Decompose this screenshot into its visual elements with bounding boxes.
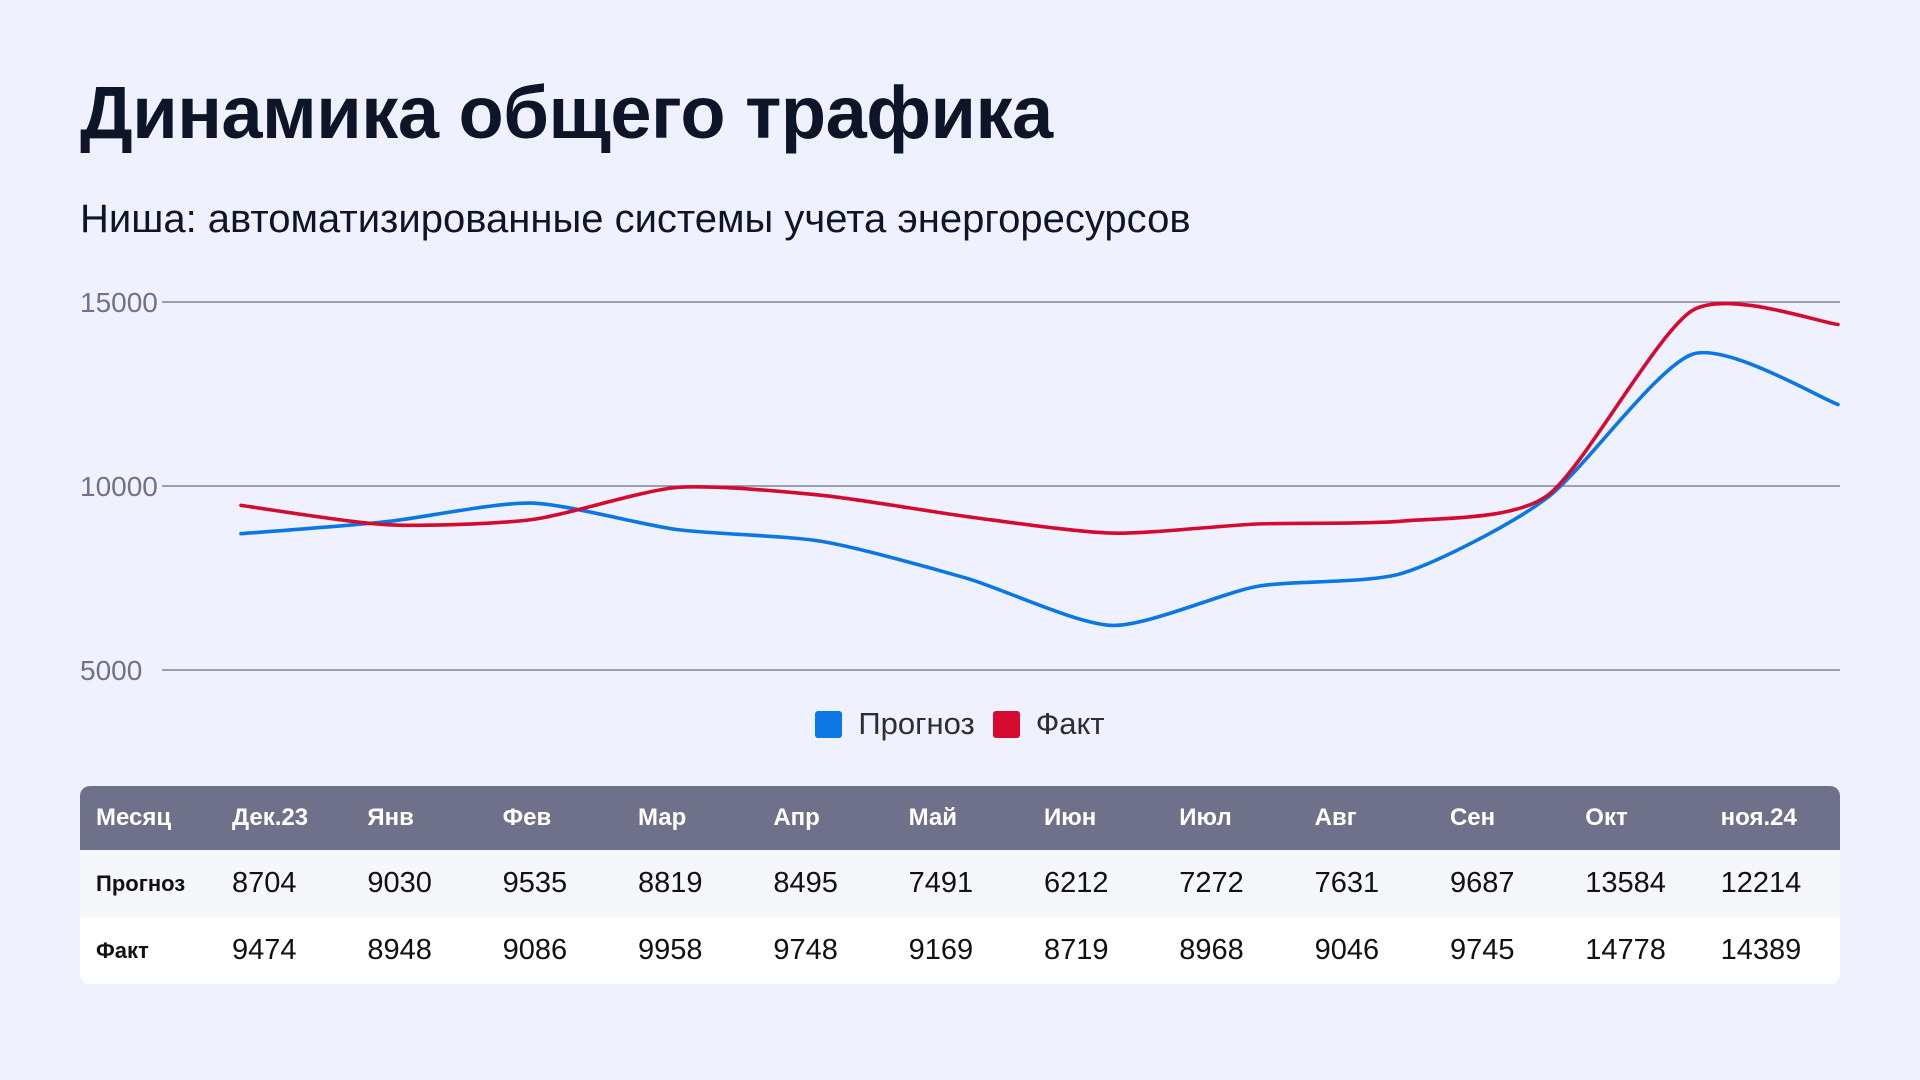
traffic-line-chart: 15000 10000 5000 xyxy=(80,287,1840,686)
legend-swatch-fact xyxy=(992,710,1020,738)
fact-point xyxy=(384,523,388,527)
table-header-cell: Май xyxy=(908,804,958,831)
table-cell: 9687 xyxy=(1449,867,1515,899)
table-header-cell: Сен xyxy=(1449,804,1496,831)
fact-point xyxy=(965,515,969,519)
fact-point xyxy=(1255,522,1259,526)
table-cell: 8948 xyxy=(367,934,432,966)
fact-point xyxy=(1401,519,1405,523)
table-cell: 6212 xyxy=(1043,867,1109,899)
legend-item-forecast[interactable]: Прогноз xyxy=(815,706,975,742)
chart-series xyxy=(239,301,1840,628)
forecast-point xyxy=(965,576,969,580)
table-cell: 9046 xyxy=(1314,934,1380,966)
table-row: Прогноз 8704 9030 9535 8819 8495 7491 62… xyxy=(80,850,1840,917)
page-title: Динамика общего трафика xyxy=(80,71,1053,154)
series-line-fact xyxy=(239,301,1840,535)
chart-gridlines xyxy=(162,301,1840,671)
forecast-point xyxy=(1255,584,1259,588)
table-cell: 8495 xyxy=(773,867,838,899)
fact-point xyxy=(1836,323,1840,327)
y-tick-label: 5000 xyxy=(80,655,142,686)
table-cell: 14389 xyxy=(1720,934,1802,966)
forecast-point xyxy=(239,532,243,536)
legend-label-fact: Факт xyxy=(1035,706,1105,741)
legend-label-forecast: Прогноз xyxy=(858,706,975,741)
table-cell: 9030 xyxy=(367,867,432,899)
table-cell: 7491 xyxy=(908,867,974,899)
table-header-cell: Июл xyxy=(1179,804,1232,831)
table-header-cell: Мар xyxy=(637,804,687,831)
data-table: Месяц Дек.23 Янв Фев Мар Апр Май Июн Июл… xyxy=(80,786,1840,984)
table-row-label: Факт xyxy=(96,937,149,963)
forecast-point xyxy=(820,539,824,543)
table-header-cell: Янв xyxy=(367,804,414,831)
table-header-month: Месяц xyxy=(96,804,172,831)
table-header-row: Месяц Дек.23 Янв Фев Мар Апр Май Июн Июл… xyxy=(80,786,1840,850)
y-tick-label: 15000 xyxy=(80,287,158,318)
fact-point xyxy=(1110,531,1114,535)
fact-point xyxy=(1546,493,1550,497)
table-cell: 9086 xyxy=(502,934,568,966)
fact-point xyxy=(239,503,243,507)
table-header-cell: Фев xyxy=(502,804,552,831)
fact-point xyxy=(675,486,679,490)
table-header-cell: Апр xyxy=(773,804,820,831)
fact-point xyxy=(1691,308,1695,312)
table-cell: 9748 xyxy=(773,934,838,966)
legend-swatch-forecast xyxy=(815,710,843,738)
legend-item-fact[interactable]: Факт xyxy=(992,706,1105,742)
forecast-point xyxy=(529,501,533,505)
table-header-cell: Дек.23 xyxy=(232,804,309,831)
table-cell: 8819 xyxy=(637,867,703,899)
fact-point xyxy=(529,518,533,522)
table-cell: 7272 xyxy=(1179,867,1244,899)
table-cell: 9535 xyxy=(502,867,568,899)
table-row: Факт 9474 8948 9086 9958 9748 9169 8719 … xyxy=(80,917,1840,984)
fact-point xyxy=(820,493,824,497)
table-header-cell: Окт xyxy=(1585,804,1628,831)
table-cell: 9169 xyxy=(908,934,974,966)
forecast-point xyxy=(1110,623,1114,627)
forecast-point xyxy=(1691,352,1695,356)
forecast-point xyxy=(1401,571,1405,575)
table-cell: 12214 xyxy=(1720,867,1802,899)
forecast-point xyxy=(675,528,679,532)
table-cell: 9474 xyxy=(232,934,297,966)
series-line-forecast xyxy=(239,350,1840,628)
table-cell: 13584 xyxy=(1585,867,1666,899)
table-cell: 14778 xyxy=(1585,934,1666,966)
table-cell: 8704 xyxy=(232,867,297,899)
table-header-cell: ноя.24 xyxy=(1720,804,1797,831)
page-subtitle: Ниша: автоматизированные системы учета э… xyxy=(80,197,1191,241)
table-header-cell: Авг xyxy=(1314,804,1357,831)
table-cell: 9745 xyxy=(1449,934,1515,966)
table-cell: 8968 xyxy=(1179,934,1244,966)
y-tick-label: 10000 xyxy=(80,471,158,502)
table-row-label: Прогноз xyxy=(96,870,186,896)
table-cell: 9958 xyxy=(637,934,703,966)
chart-legend: Прогноз Факт xyxy=(0,706,1920,742)
table-header-cell: Июн xyxy=(1043,804,1097,831)
table-cell: 7631 xyxy=(1314,867,1380,899)
table-cell: 8719 xyxy=(1043,934,1109,966)
chart-y-axis: 15000 10000 5000 xyxy=(80,287,158,686)
forecast-point xyxy=(1836,403,1840,407)
